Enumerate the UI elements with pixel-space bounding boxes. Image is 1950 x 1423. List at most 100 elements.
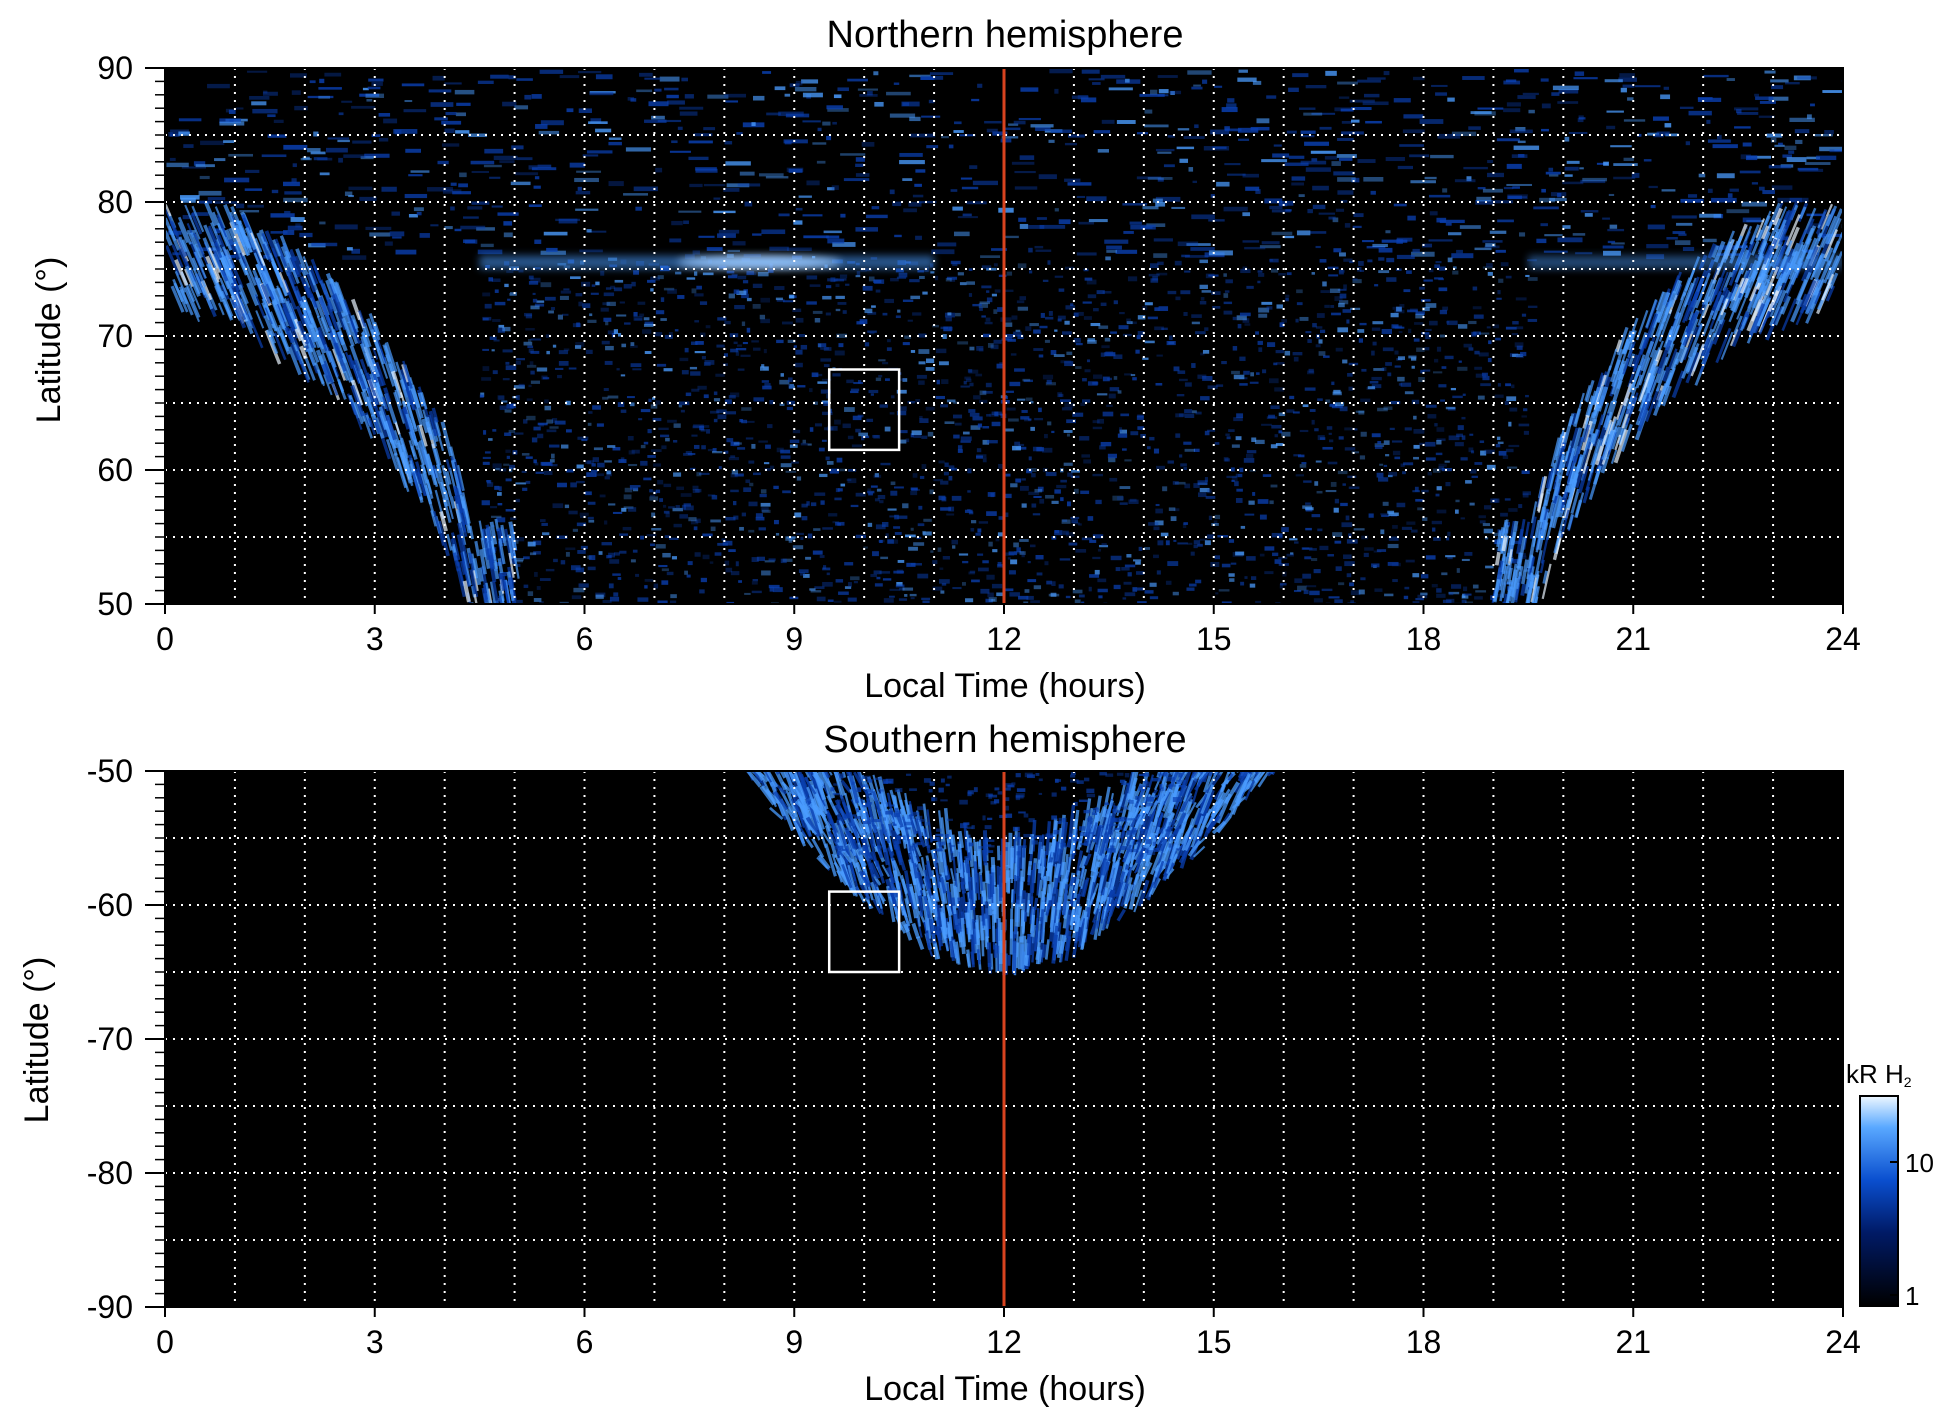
oval-streak: [1600, 456, 1610, 474]
emission-speckle: [685, 392, 692, 397]
emission-speckle: [1243, 458, 1255, 463]
emission-speckle: [1436, 593, 1446, 598]
emission-speckle: [801, 503, 808, 508]
emission-speckle: [568, 367, 577, 370]
emission-streak: [1622, 84, 1635, 88]
emission-streak: [319, 221, 326, 225]
emission-streak: [1627, 97, 1634, 101]
emission-speckle: [938, 460, 945, 464]
emission-speckle: [1384, 593, 1394, 597]
emission-speckle: [815, 373, 823, 377]
oval-streak: [1627, 353, 1636, 367]
emission-speckle: [999, 362, 1006, 365]
oval-streak: [405, 413, 417, 444]
oval-streak: [1712, 300, 1720, 314]
emission-speckle: [1108, 457, 1116, 463]
emission-streak: [317, 157, 333, 161]
emission-streak: [986, 128, 998, 133]
oval-streak: [394, 422, 401, 435]
oval-streak: [1730, 287, 1742, 311]
emission-speckle: [752, 472, 761, 476]
oval-streak: [1723, 230, 1736, 255]
emission-speckle: [973, 395, 981, 400]
emission-streak: [574, 177, 599, 183]
emission-streak: [1058, 219, 1071, 225]
emission-speckle: [727, 275, 738, 279]
emission-streak: [239, 210, 260, 213]
emission-speckle: [1311, 558, 1318, 562]
emission-streak: [1528, 109, 1535, 114]
emission-speckle: [640, 535, 645, 540]
emission-streak: [1519, 232, 1526, 237]
oval-streak: [1656, 339, 1673, 375]
emission-speckle: [921, 464, 927, 470]
emission-speckle: [1070, 303, 1074, 306]
emission-streak: [794, 87, 817, 92]
emission-streak: [1125, 78, 1130, 83]
emission-speckle: [496, 492, 502, 496]
emission-speckle: [826, 461, 834, 465]
emission-speckle: [539, 601, 544, 604]
emission-speckle: [482, 317, 489, 321]
emission-speckle: [546, 419, 553, 424]
oval-streak: [304, 356, 316, 381]
emission-streak: [1190, 247, 1215, 251]
emission-speckle: [482, 456, 491, 460]
emission-speckle: [1124, 459, 1132, 462]
emission-streak: [679, 106, 704, 110]
oval-streak: [422, 467, 434, 499]
oval-streak: [347, 321, 359, 345]
emission-speckle: [614, 552, 620, 556]
emission-streak: [823, 230, 842, 234]
oval-streak: [824, 843, 837, 877]
emission-speckle: [1436, 486, 1442, 491]
emission-streak: [639, 72, 653, 77]
emission-speckle: [953, 434, 960, 439]
emission-speckle: [1299, 316, 1309, 321]
emission-streak: [291, 90, 301, 95]
emission-speckle: [521, 470, 527, 473]
oval-streak: [441, 464, 453, 497]
emission-speckle: [1137, 331, 1145, 336]
emission-speckle: [1350, 590, 1361, 596]
emission-speckle: [1021, 503, 1027, 508]
emission-speckle: [1129, 498, 1137, 502]
emission-speckle: [1376, 472, 1384, 478]
emission-speckle: [1023, 379, 1033, 383]
oval-streak: [274, 238, 288, 267]
emission-speckle: [1269, 378, 1279, 384]
emission-speckle: [1494, 394, 1504, 398]
oval-streak: [1031, 937, 1036, 963]
emission-speckle: [1226, 436, 1231, 440]
emission-speckle: [867, 311, 877, 315]
emission-speckle: [851, 444, 863, 448]
emission-speckle: [1214, 555, 1220, 560]
emission-speckle: [749, 482, 754, 487]
emission-speckle: [966, 281, 975, 285]
oval-streak: [454, 488, 464, 514]
emission-speckle: [985, 317, 991, 322]
emission-streak: [405, 148, 422, 153]
emission-speckle: [1297, 585, 1307, 591]
emission-streak: [1759, 100, 1776, 104]
emission-speckle: [1109, 387, 1120, 392]
emission-streak: [902, 178, 913, 181]
emission-speckle: [1400, 463, 1405, 467]
emission-streak: [998, 207, 1014, 213]
emission-speckle: [1148, 522, 1159, 526]
emission-speckle: [1117, 390, 1122, 394]
emission-speckle: [1136, 415, 1144, 420]
emission-streak: [766, 112, 781, 116]
emission-streak: [1363, 176, 1384, 182]
emission-speckle: [979, 399, 988, 404]
emission-speckle: [1184, 409, 1193, 414]
emission-speckle: [584, 491, 592, 496]
emission-speckle: [1266, 306, 1273, 310]
oval-streak: [289, 312, 299, 331]
emission-streak: [903, 208, 917, 213]
emission-speckle: [972, 416, 983, 421]
emission-speckle: [897, 559, 905, 563]
emission-speckle: [521, 453, 530, 456]
emission-speckle: [1274, 387, 1285, 392]
emission-speckle: [828, 513, 838, 517]
